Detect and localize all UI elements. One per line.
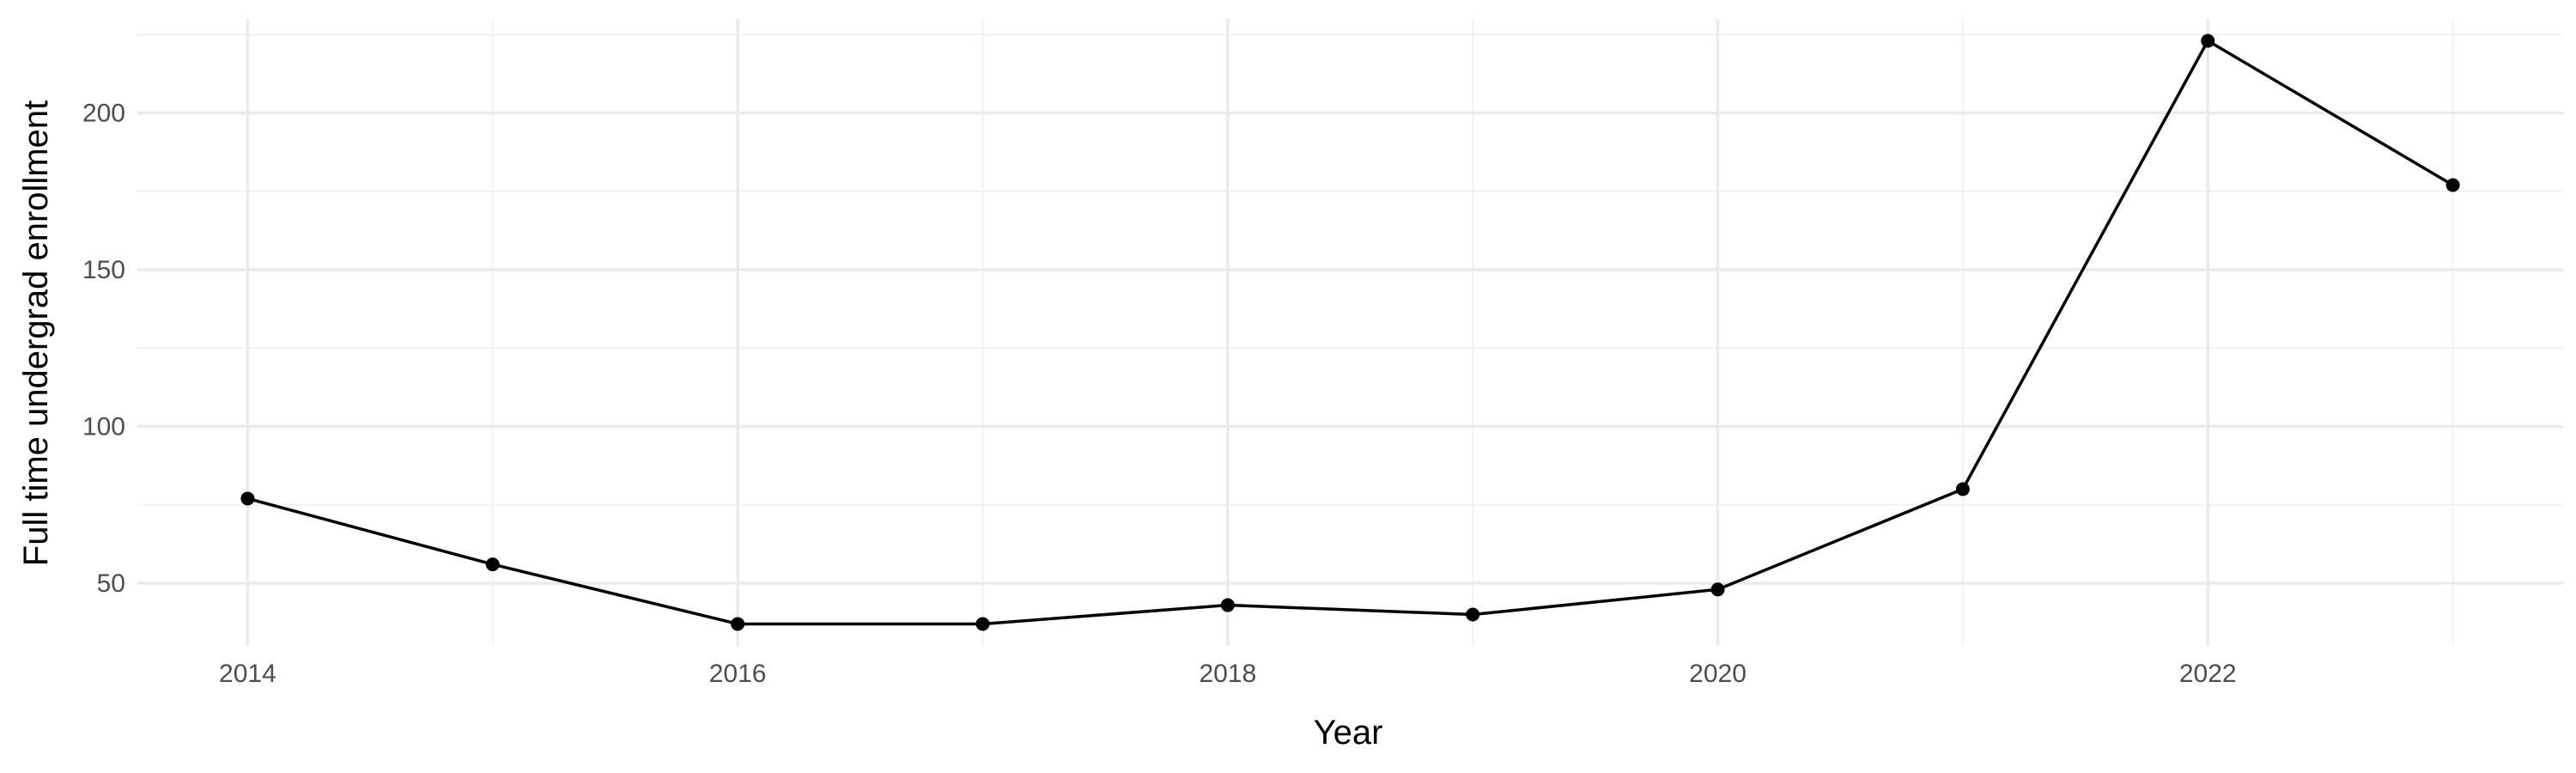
major-gridlines	[137, 19, 2563, 646]
minor-gridlines	[137, 19, 2563, 646]
data-point	[2445, 178, 2460, 192]
y-axis-ticks: 50 100 150 200	[82, 100, 125, 599]
y-axis-title: Full time undergrad enrollment	[17, 100, 55, 566]
y-tick-label: 200	[82, 100, 125, 128]
x-axis-ticks: 2014 2016 2018 2020 2022	[219, 660, 2237, 688]
data-point	[485, 557, 500, 572]
x-tick-label: 2016	[709, 660, 767, 688]
data-point	[731, 617, 745, 631]
series-layer	[240, 33, 2460, 631]
data-point	[975, 617, 990, 631]
x-tick-label: 2022	[2179, 660, 2237, 688]
data-point	[1955, 482, 1970, 496]
x-tick-label: 2018	[1199, 660, 1256, 688]
y-tick-label: 50	[97, 569, 125, 598]
data-point	[1220, 598, 1235, 612]
x-tick-label: 2020	[1689, 660, 1747, 688]
data-point	[240, 491, 255, 506]
x-axis-title: Year	[1314, 714, 1383, 752]
data-point	[1710, 582, 1725, 597]
data-point	[2201, 33, 2215, 48]
series-line	[246, 39, 2454, 626]
y-tick-label: 100	[82, 413, 125, 441]
data-point	[1466, 607, 1480, 622]
y-tick-label: 150	[82, 256, 125, 284]
x-tick-label: 2014	[219, 660, 276, 688]
